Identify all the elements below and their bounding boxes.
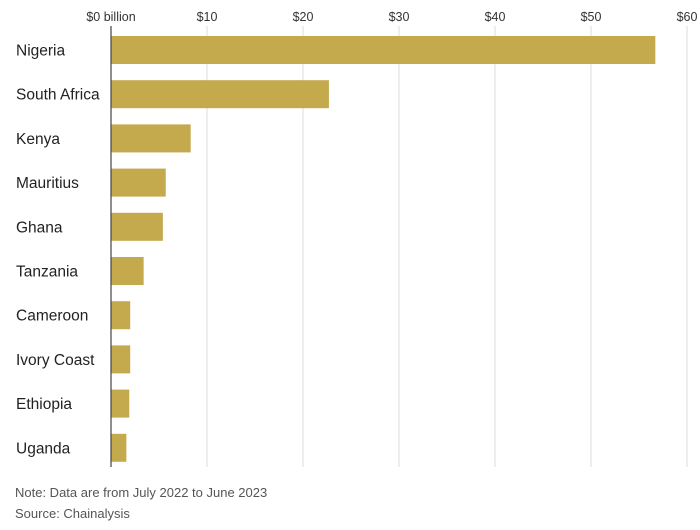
x-tick-label: $40: [485, 10, 506, 24]
category-labels: Nigeria South Africa Kenya Mauritius Ghana Ta…: [16, 43, 100, 458]
x-tick-label: $10: [197, 10, 218, 24]
bar-ivory-coast: [111, 345, 131, 374]
bar-chart: $0 billion $10 $20 $30 $40 $50 $60 Nigeria Sout…: [16, 10, 697, 467]
bar-south-africa: [111, 80, 329, 109]
category-label: Mauritius: [16, 175, 79, 192]
bar-nigeria: [111, 36, 656, 64]
category-label: Ghana: [16, 219, 63, 236]
x-axis-ticks: $0 billion $10 $20 $30 $40 $50 $60: [86, 10, 697, 24]
chart-source: Source: Chainalysis: [15, 506, 130, 521]
chart-note: Note: Data are from July 2022 to June 20…: [15, 485, 268, 500]
bar-cameroon: [111, 301, 131, 330]
bar-ethiopia: [111, 389, 130, 418]
category-label: Uganda: [16, 440, 71, 457]
x-tick-label: $30: [389, 10, 410, 24]
x-tick-label: $50: [581, 10, 602, 24]
category-label: Ivory Coast: [16, 352, 95, 369]
x-tick-label: $20: [293, 10, 314, 24]
bar-uganda: [111, 433, 127, 462]
category-label: Ethiopia: [16, 396, 72, 413]
bars: [111, 36, 656, 462]
bar-mauritius: [111, 168, 166, 197]
category-label: Kenya: [16, 131, 60, 148]
category-label: South Africa: [16, 87, 100, 104]
x-tick-label: $60: [677, 10, 698, 24]
bar-tanzania: [111, 257, 144, 285]
x-tick-label: $0 billion: [86, 10, 135, 24]
bar-ghana: [111, 212, 163, 241]
category-label: Nigeria: [16, 43, 65, 60]
category-label: Tanzania: [16, 264, 78, 281]
category-label: Cameroon: [16, 308, 88, 325]
bar-kenya: [111, 124, 191, 153]
